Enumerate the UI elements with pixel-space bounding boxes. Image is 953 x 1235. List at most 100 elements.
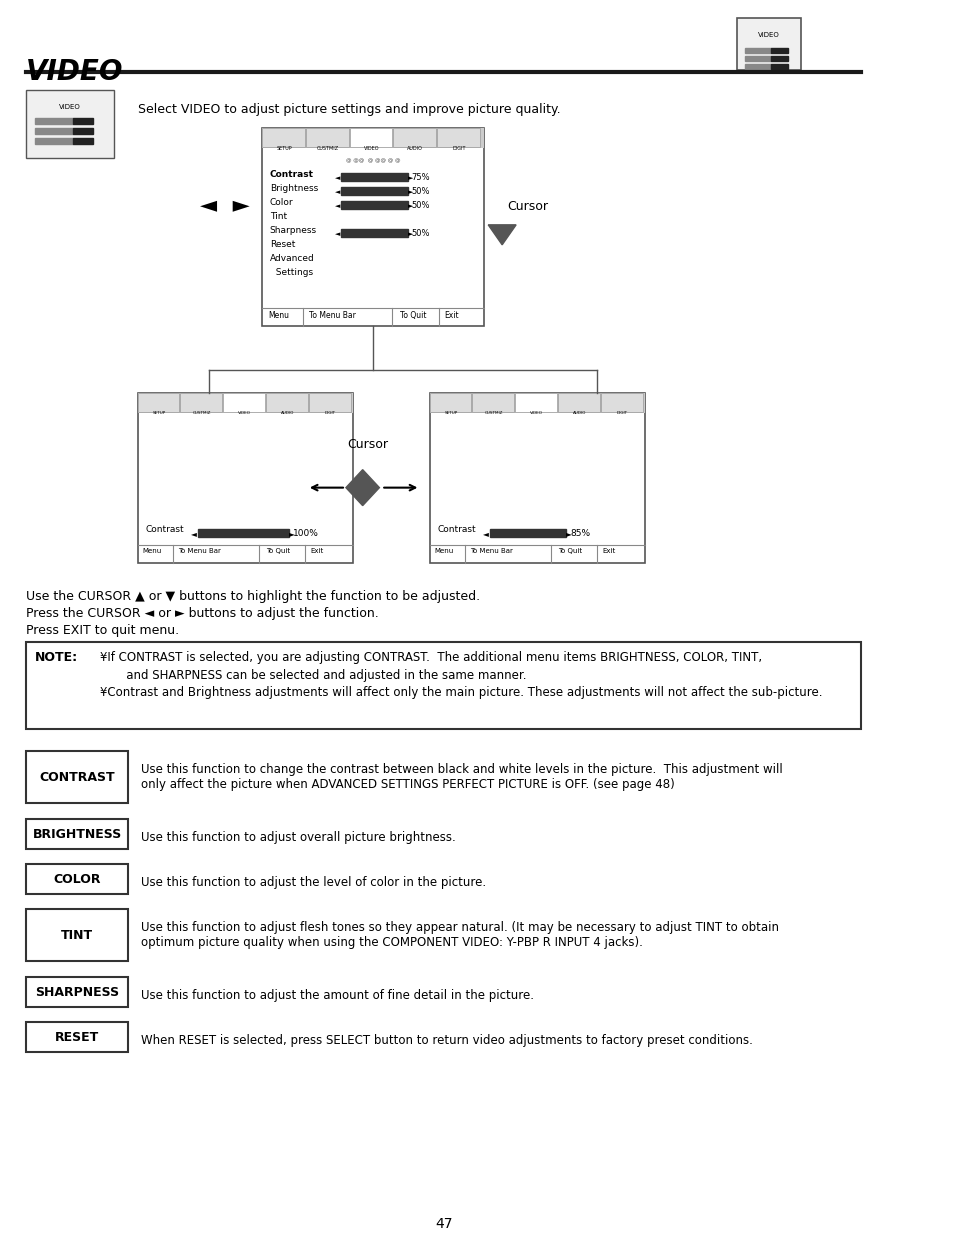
Bar: [341, 228, 408, 237]
Text: Press the CURSOR ◄ or ► buttons to adjust the function.: Press the CURSOR ◄ or ► buttons to adjus…: [26, 606, 378, 620]
Bar: [26, 909, 129, 961]
Bar: [744, 48, 770, 53]
Bar: [341, 201, 408, 209]
Bar: [137, 393, 353, 563]
Text: @ @@  @ @@ @ @: @ @@ @ @@ @ @: [345, 158, 399, 163]
Text: To Quit: To Quit: [399, 311, 426, 320]
Bar: [341, 173, 408, 180]
Bar: [72, 128, 92, 133]
Bar: [770, 56, 787, 61]
Bar: [262, 128, 305, 147]
Text: ►: ►: [408, 189, 414, 195]
Text: 100%: 100%: [293, 529, 318, 538]
Bar: [472, 393, 514, 411]
Bar: [770, 64, 787, 69]
Bar: [770, 48, 787, 53]
Bar: [223, 393, 265, 411]
Text: ►: ►: [566, 529, 572, 538]
Text: DIGIT: DIGIT: [452, 146, 465, 151]
Bar: [558, 393, 599, 411]
Text: optimum picture quality when using the COMPONENT VIDEO: Y-PBP R INPUT 4 jacks).: optimum picture quality when using the C…: [141, 936, 642, 950]
Text: Sharpness: Sharpness: [270, 226, 316, 235]
Text: Menu: Menu: [268, 311, 289, 320]
Text: Menu: Menu: [434, 547, 453, 553]
Text: COLOR: COLOR: [53, 873, 101, 885]
Text: ◄: ◄: [335, 175, 340, 180]
Text: Contrast: Contrast: [270, 170, 314, 179]
Bar: [744, 56, 770, 61]
Text: 50%: 50%: [411, 188, 429, 196]
Bar: [309, 393, 350, 411]
Bar: [26, 864, 129, 894]
Bar: [26, 1023, 129, 1052]
Bar: [72, 117, 92, 124]
Bar: [737, 19, 800, 70]
Text: Press EXIT to quit menu.: Press EXIT to quit menu.: [26, 624, 179, 636]
Text: CONTRAST: CONTRAST: [39, 771, 115, 784]
Text: Advanced: Advanced: [270, 254, 314, 263]
Text: Cursor: Cursor: [506, 200, 547, 212]
Text: VIDEO: VIDEO: [363, 146, 379, 151]
Text: Select VIDEO to adjust picture settings and improve picture quality.: Select VIDEO to adjust picture settings …: [137, 103, 559, 116]
Text: Exit: Exit: [444, 311, 458, 320]
Bar: [26, 819, 129, 850]
Text: DIGIT: DIGIT: [616, 411, 627, 415]
Text: SHARPNESS: SHARPNESS: [35, 986, 119, 999]
Polygon shape: [488, 225, 516, 245]
Text: ►: ►: [408, 175, 414, 180]
Text: VIDEO: VIDEO: [758, 32, 780, 38]
Bar: [393, 128, 436, 147]
Text: To Quit: To Quit: [558, 547, 581, 553]
Text: Use this function to adjust the amount of fine detail in the picture.: Use this function to adjust the amount o…: [141, 989, 534, 1003]
Bar: [266, 393, 308, 411]
Text: DIGIT: DIGIT: [324, 411, 335, 415]
Text: 50%: 50%: [411, 230, 429, 238]
Text: 85%: 85%: [570, 529, 590, 538]
Bar: [262, 128, 483, 148]
Text: and SHARPNESS can be selected and adjusted in the same manner.: and SHARPNESS can be selected and adjust…: [100, 668, 526, 682]
Text: Menu: Menu: [142, 547, 161, 553]
Text: ◄  ►: ◄ ►: [200, 196, 250, 216]
Text: Tint: Tint: [270, 212, 287, 221]
Bar: [35, 138, 72, 144]
Text: SETUP: SETUP: [152, 411, 166, 415]
Text: TINT: TINT: [61, 929, 93, 942]
Text: AUDIO: AUDIO: [280, 411, 294, 415]
Bar: [429, 393, 471, 411]
Text: ◄: ◄: [191, 529, 196, 538]
Text: SETUP: SETUP: [276, 146, 292, 151]
Text: Use this function to adjust flesh tones so they appear natural. (It may be neces: Use this function to adjust flesh tones …: [141, 921, 779, 935]
Bar: [26, 641, 861, 730]
Bar: [72, 138, 92, 144]
Bar: [306, 128, 349, 147]
Text: Cursor: Cursor: [347, 437, 388, 451]
Bar: [137, 393, 353, 412]
Text: BRIGHTNESS: BRIGHTNESS: [32, 827, 122, 841]
Text: ¥If CONTRAST is selected, you are adjusting CONTRAST.  The additional menu items: ¥If CONTRAST is selected, you are adjust…: [100, 651, 761, 663]
Bar: [490, 529, 566, 536]
Text: To Menu Bar: To Menu Bar: [309, 311, 355, 320]
Bar: [26, 751, 129, 804]
Bar: [26, 977, 129, 1008]
Text: To Menu Bar: To Menu Bar: [470, 547, 513, 553]
Text: Use this function to change the contrast between black and white levels in the p: Use this function to change the contrast…: [141, 763, 782, 777]
Text: CUSTMIZ: CUSTMIZ: [484, 411, 502, 415]
Text: RESET: RESET: [55, 1031, 99, 1044]
Text: ¥Contrast and Brightness adjustments will affect only the main picture. These ad: ¥Contrast and Brightness adjustments wil…: [100, 687, 822, 699]
Text: Use the CURSOR ▲ or ▼ buttons to highlight the function to be adjusted.: Use the CURSOR ▲ or ▼ buttons to highlig…: [26, 589, 479, 603]
Text: When RESET is selected, press SELECT button to return video adjustments to facto: When RESET is selected, press SELECT but…: [141, 1034, 753, 1047]
Text: ►: ►: [408, 203, 414, 209]
Polygon shape: [346, 469, 379, 505]
Text: 47: 47: [435, 1218, 452, 1231]
Text: NOTE:: NOTE:: [35, 651, 78, 663]
Bar: [198, 529, 289, 536]
Bar: [341, 186, 408, 195]
Bar: [35, 117, 72, 124]
Text: Use this function to adjust the level of color in the picture.: Use this function to adjust the level of…: [141, 877, 486, 889]
Text: ►: ►: [289, 529, 294, 538]
Text: 50%: 50%: [411, 201, 429, 210]
Bar: [515, 393, 557, 411]
Text: ◄: ◄: [335, 203, 340, 209]
Text: 75%: 75%: [411, 173, 429, 183]
Text: Use this function to adjust overall picture brightness.: Use this function to adjust overall pict…: [141, 831, 456, 845]
